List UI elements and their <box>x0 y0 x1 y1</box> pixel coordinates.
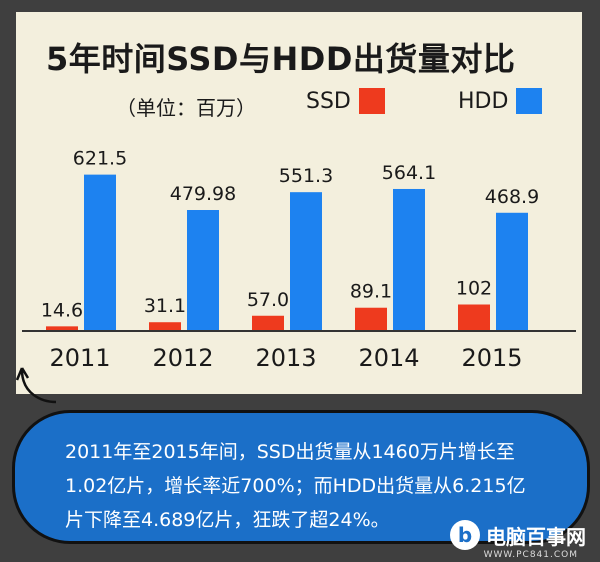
legend-ssd-label: SSD <box>306 88 351 114</box>
data-label-hdd-2014: 564.1 <box>382 162 436 184</box>
x-tick-2014: 2014 <box>358 344 419 372</box>
data-label-ssd-2013: 57.0 <box>247 289 289 311</box>
data-label-hdd-2013: 551.3 <box>279 165 333 187</box>
data-label-ssd-2014: 89.1 <box>350 281 392 303</box>
bar-ssd-2014 <box>355 307 387 330</box>
logo-text: 电脑百事网 <box>486 524 586 549</box>
site-logo: b 电脑百事网 <box>450 520 586 550</box>
bar-ssd-2012 <box>149 322 181 330</box>
data-label-hdd-2012: 479.98 <box>170 183 236 205</box>
legend-ssd-swatch <box>358 88 385 114</box>
chart-panel: 5年时间SSD与HDD出货量对比 （单位：百万） SSD HDD 14.6 621… <box>16 12 582 394</box>
chart-subtitle: （单位：百万） <box>116 96 256 120</box>
data-label-ssd-2015: 102 <box>456 278 492 300</box>
legend-hdd: HDD <box>458 88 543 114</box>
bar-hdd-2014 <box>393 188 425 330</box>
legend-hdd-swatch <box>516 88 543 114</box>
legend-hdd-label: HDD <box>458 88 509 114</box>
x-tick-2013: 2013 <box>255 344 316 372</box>
bar-hdd-2013 <box>290 192 322 330</box>
x-tick-2011: 2011 <box>49 344 110 372</box>
summary-callout: 2011年至2015年间，SSD出货量从1460万片增长至 1.02亿片，增长率… <box>12 410 590 544</box>
bar-hdd-2015 <box>496 212 528 330</box>
chart-title: 5年时间SSD与HDD出货量对比 <box>46 40 516 78</box>
data-label-hdd-2011: 621.5 <box>73 148 127 170</box>
summary-line-2: 1.02亿片，增长率近700%；而HDD出货量从6.215亿 <box>65 475 526 497</box>
bar-hdd-2011 <box>84 174 116 330</box>
data-label-hdd-2015: 468.9 <box>485 186 539 208</box>
x-tick-2015: 2015 <box>461 344 522 372</box>
summary-line-3: 片下降至4.689亿片，狂跌了超24%。 <box>65 509 390 531</box>
data-label-ssd-2012: 31.1 <box>144 295 186 317</box>
logo-url: WWW.PC841.COM <box>483 550 578 560</box>
bar-chart: 14.6 621.5 2011 31.1 479.98 2012 57.0 551.3 2013… <box>22 148 576 372</box>
bar-ssd-2015 <box>458 304 490 330</box>
legend-ssd: SSD <box>306 88 385 114</box>
bar-ssd-2013 <box>252 315 284 330</box>
bar-ssd-2011 <box>46 326 78 330</box>
curved-arrow-icon <box>15 367 57 404</box>
bar-hdd-2012 <box>187 210 219 330</box>
summary-line-1: 2011年至2015年间，SSD出货量从1460万片增长至 <box>65 441 515 463</box>
x-tick-2012: 2012 <box>152 344 213 372</box>
logo-mark-icon: b <box>450 520 480 550</box>
data-label-ssd-2011: 14.6 <box>41 299 83 321</box>
